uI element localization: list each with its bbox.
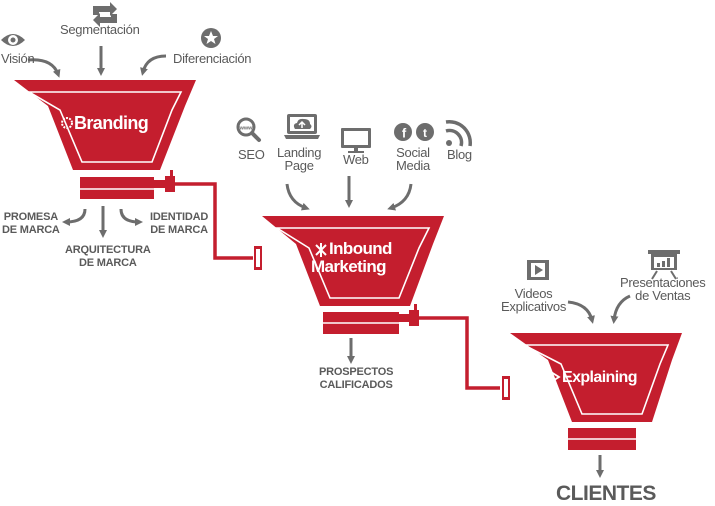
star-badge-icon — [201, 28, 221, 48]
rss-icon — [445, 120, 472, 147]
label-clientes: CLIENTES — [556, 482, 656, 505]
svg-text:f: f — [402, 126, 407, 141]
hopper-branding — [14, 80, 196, 199]
label-social-media: Social Media — [396, 145, 430, 173]
arrow-landing — [285, 183, 310, 211]
arrow-diferenciacion — [140, 54, 167, 76]
monitor-icon — [341, 128, 371, 153]
pipe-2 — [419, 316, 500, 390]
play-icon — [550, 370, 561, 384]
eye-icon — [1, 34, 25, 46]
label-arquitectura-de-marca: ARQUITECTURA DE MARCA — [65, 244, 151, 269]
asterisk-icon — [315, 243, 327, 257]
label-promesa-de-marca: PROMESA DE MARCA — [2, 211, 60, 236]
gear-icon — [61, 117, 73, 129]
refresh-icon — [93, 2, 117, 27]
label-vision: Visión — [1, 51, 35, 66]
hopper-title-inbound-line2: Marketing — [311, 257, 387, 276]
label-videos-explicativos: Videos Explicativos — [501, 286, 567, 314]
svg-text:t: t — [423, 126, 427, 140]
hopper-title-inbound-line1: Inbound — [329, 239, 392, 258]
label-diferenciacion: Diferenciación — [173, 51, 252, 66]
hopper-inbound-marketing — [262, 216, 444, 334]
video-film-icon — [527, 260, 549, 280]
arrow-identidad — [119, 208, 143, 226]
magnifier-www-icon: www — [236, 117, 261, 142]
cloud-upload-laptop-icon — [284, 114, 320, 139]
arrow-videos — [567, 300, 595, 324]
label-segmentacion: Segmentación — [60, 22, 140, 37]
arrow-social — [387, 183, 413, 211]
presentation-board-icon — [648, 250, 680, 280]
arrow-vision — [27, 58, 61, 78]
hopper-title-explaining: Explaining — [562, 369, 638, 386]
svg-text:www: www — [239, 126, 254, 132]
label-web: Web — [343, 152, 369, 167]
label-presentaciones-de-ventas: Presentaciones de Ventas — [620, 275, 706, 303]
label-landing-page: Landing Page — [277, 145, 322, 173]
label-prospectos-calificados: PROSPECTOS CALIFICADOS — [319, 366, 394, 391]
label-seo: SEO — [238, 147, 265, 162]
arrow-promesa — [62, 208, 87, 226]
facebook-icon: f — [394, 123, 412, 141]
arrow-presentaciones — [610, 294, 631, 324]
twitter-icon: t — [416, 123, 434, 141]
label-blog: Blog — [447, 147, 472, 162]
pipe-1 — [175, 182, 253, 260]
hopper-explaining — [510, 333, 682, 450]
label-identidad-de-marca: IDENTIDAD DE MARCA — [150, 211, 209, 236]
hopper-title-branding: Branding — [74, 113, 149, 133]
